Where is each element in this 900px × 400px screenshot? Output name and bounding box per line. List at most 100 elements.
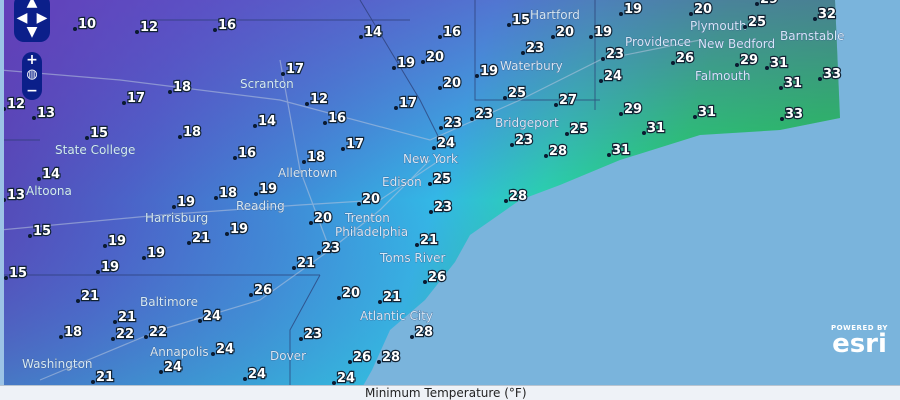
station-marker[interactable]: 23 <box>439 115 463 132</box>
station-marker[interactable]: 23 <box>299 326 323 343</box>
station-marker[interactable]: 12 <box>305 91 329 108</box>
station-marker[interactable]: 19 <box>103 233 127 250</box>
station-marker[interactable]: 29 <box>619 101 643 118</box>
station-marker[interactable]: 17 <box>281 61 305 78</box>
station-marker[interactable]: 16 <box>233 145 257 162</box>
pan-up-button[interactable]: ▲ <box>26 0 38 10</box>
station-marker[interactable]: 23 <box>317 240 341 257</box>
station-marker[interactable]: 14 <box>37 166 61 183</box>
station-marker[interactable]: 33 <box>780 106 804 123</box>
station-marker[interactable]: 24 <box>211 341 235 358</box>
station-marker[interactable]: 26 <box>671 50 695 67</box>
station-marker[interactable]: 20 <box>438 75 462 92</box>
station-marker[interactable]: 15 <box>4 265 28 282</box>
station-marker[interactable]: 21 <box>187 230 211 247</box>
esri-logo[interactable]: POWERED BY esri <box>830 324 888 359</box>
station-marker[interactable]: 19 <box>475 63 499 80</box>
pan-left-button[interactable]: ◀ <box>16 10 28 26</box>
station-marker[interactable]: 28 <box>377 349 401 366</box>
station-marker[interactable]: 26 <box>423 269 447 286</box>
pan-right-button[interactable]: ▶ <box>36 10 48 26</box>
station-marker[interactable]: 20 <box>421 49 445 66</box>
station-marker[interactable]: 19 <box>392 55 416 72</box>
station-marker[interactable]: 27 <box>554 92 578 109</box>
globe-icon[interactable]: ◍ <box>26 67 38 82</box>
station-marker[interactable]: 31 <box>765 55 789 72</box>
station-marker[interactable]: 19 <box>142 245 166 262</box>
station-marker[interactable]: 14 <box>359 24 383 41</box>
station-marker[interactable]: 19 <box>225 221 249 238</box>
station-marker[interactable]: 26 <box>348 349 372 366</box>
station-marker[interactable]: 18 <box>59 324 83 341</box>
station-marker[interactable]: 24 <box>432 135 456 152</box>
station-marker[interactable]: 23 <box>601 46 625 63</box>
station-marker[interactable]: 28 <box>504 188 528 205</box>
station-marker[interactable]: 10 <box>73 16 97 33</box>
station-marker[interactable]: 25 <box>428 171 452 188</box>
station-marker[interactable]: 21 <box>91 369 115 386</box>
station-marker[interactable]: 16 <box>438 24 462 41</box>
station-marker[interactable]: 24 <box>159 359 183 376</box>
station-marker[interactable]: 16 <box>213 17 237 34</box>
station-marker[interactable]: 21 <box>113 309 137 326</box>
station-marker[interactable]: 23 <box>521 40 545 57</box>
station-marker[interactable]: 14 <box>253 113 277 130</box>
station-marker[interactable]: 26 <box>249 282 273 299</box>
station-marker[interactable]: 17 <box>122 90 146 107</box>
station-marker[interactable]: 12 <box>2 96 26 113</box>
station-marker[interactable]: 13 <box>2 187 26 204</box>
station-marker[interactable]: 31 <box>642 120 666 137</box>
station-marker[interactable]: 19 <box>96 259 120 276</box>
station-marker[interactable]: 25 <box>565 121 589 138</box>
station-marker[interactable]: 19 <box>172 194 196 211</box>
station-marker[interactable]: 25 <box>503 85 527 102</box>
station-marker[interactable]: 24 <box>332 370 356 387</box>
station-marker[interactable]: 28 <box>410 324 434 341</box>
station-marker[interactable]: 29 <box>755 0 779 8</box>
station-marker[interactable]: 20 <box>337 285 361 302</box>
station-marker[interactable]: 29 <box>735 52 759 69</box>
pan-down-button[interactable]: ▼ <box>26 24 38 40</box>
station-marker[interactable]: 18 <box>214 185 238 202</box>
station-marker[interactable]: 33 <box>818 66 842 83</box>
station-marker[interactable]: 18 <box>302 149 326 166</box>
station-marker[interactable]: 15 <box>85 125 109 142</box>
station-marker[interactable]: 19 <box>254 181 278 198</box>
station-marker[interactable]: 28 <box>544 143 568 160</box>
station-marker[interactable]: 22 <box>111 326 135 343</box>
station-marker[interactable]: 20 <box>309 210 333 227</box>
station-marker[interactable]: 15 <box>507 12 531 29</box>
station-marker[interactable]: 23 <box>470 106 494 123</box>
station-marker[interactable]: 21 <box>76 288 100 305</box>
station-marker[interactable]: 20 <box>551 24 575 41</box>
station-marker[interactable]: 21 <box>378 289 402 306</box>
station-marker[interactable]: 21 <box>292 255 316 272</box>
station-marker[interactable]: 16 <box>323 110 347 127</box>
station-marker[interactable]: 31 <box>779 75 803 92</box>
station-marker[interactable]: 20 <box>689 1 713 18</box>
station-marker[interactable]: 23 <box>429 199 453 216</box>
zoom-in-button[interactable]: + <box>26 52 38 68</box>
station-marker[interactable]: 20 <box>357 191 381 208</box>
station-marker[interactable]: 17 <box>341 136 365 153</box>
station-marker[interactable]: 18 <box>168 79 192 96</box>
station-marker[interactable]: 23 <box>510 132 534 149</box>
zoom-out-button[interactable]: − <box>26 83 38 99</box>
station-marker[interactable]: 32 <box>813 6 837 23</box>
station-marker[interactable]: 24 <box>599 68 623 85</box>
station-marker[interactable]: 31 <box>607 142 631 159</box>
station-marker[interactable]: 22 <box>144 324 168 341</box>
station-marker[interactable]: 24 <box>243 366 267 383</box>
station-marker[interactable]: 21 <box>415 232 439 249</box>
station-marker[interactable]: 12 <box>135 19 159 36</box>
station-marker[interactable]: 19 <box>589 24 613 41</box>
station-marker[interactable]: 31 <box>693 104 717 121</box>
station-marker[interactable]: 17 <box>394 95 418 112</box>
station-marker[interactable]: 25 <box>743 14 767 31</box>
station-marker[interactable]: 15 <box>28 223 52 240</box>
station-marker[interactable]: 18 <box>178 124 202 141</box>
station-marker[interactable]: 24 <box>198 308 222 325</box>
station-marker[interactable]: 19 <box>619 1 643 18</box>
station-marker[interactable]: 13 <box>32 105 56 122</box>
